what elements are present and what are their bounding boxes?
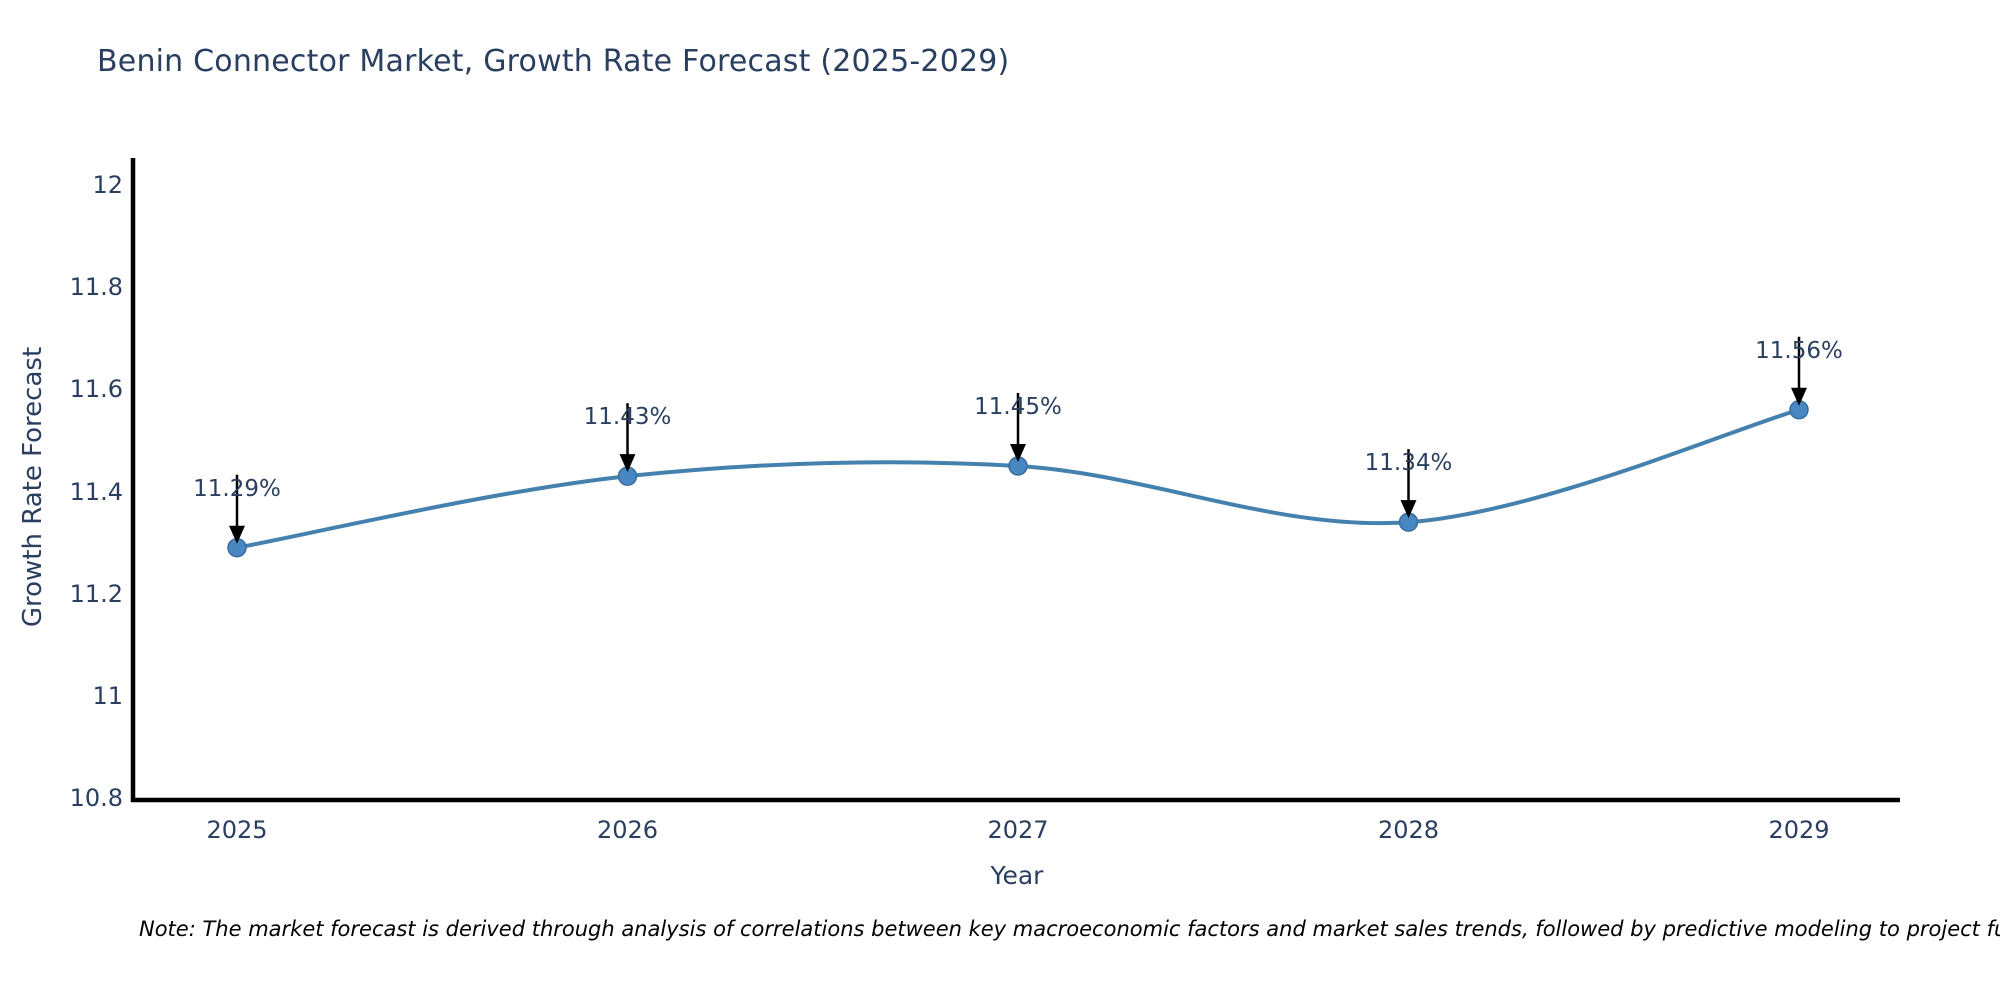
chart-title: Benin Connector Market, Growth Rate Fore… [97, 44, 1010, 79]
y-tick-label: 10.8 [69, 784, 123, 812]
x-tick-label: 2027 [987, 816, 1049, 844]
data-point-label: 11.34% [1364, 450, 1453, 477]
y-tick-label: 11.6 [69, 375, 123, 404]
chart-footnote: Note: The market forecast is derived thr… [139, 917, 2000, 941]
x-tick-label: 2029 [1768, 816, 1830, 844]
annotation-arrow-head [229, 525, 245, 544]
y-tick-label: 11.2 [69, 579, 123, 608]
x-tick-label: 2025 [206, 816, 268, 844]
data-point-label: 11.43% [583, 404, 672, 431]
x-axis-title: Year [990, 861, 1044, 890]
annotation-arrow-head [1400, 500, 1417, 519]
annotation-arrow-head [619, 454, 636, 473]
x-tick-label: 2028 [1377, 816, 1440, 844]
y-tick-label: 12 [92, 171, 123, 199]
y-tick-label: 11.8 [69, 273, 123, 302]
x-tick-label: 2026 [596, 816, 659, 844]
annotation-arrow-head [1010, 443, 1026, 462]
y-tick-label: 11 [92, 681, 123, 710]
y-tick-label: 11.4 [69, 477, 123, 506]
data-point-label: 11.56% [1755, 337, 1843, 364]
annotation-arrow-head [1791, 387, 1807, 406]
data-point-label: 11.45% [974, 393, 1062, 420]
data-point-label: 11.29% [193, 475, 281, 502]
